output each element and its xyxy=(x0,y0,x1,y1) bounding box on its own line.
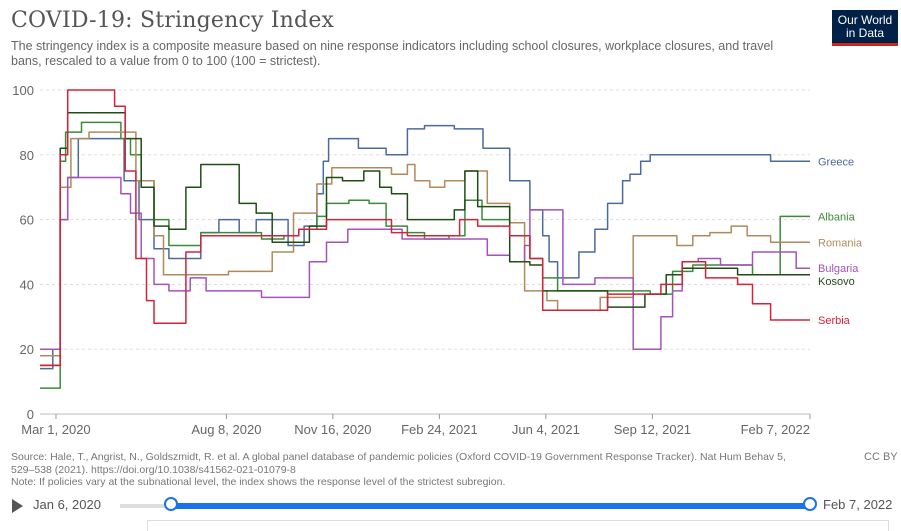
y-tick-label: 100 xyxy=(12,83,34,98)
chart-title: COVID-19: Stringency Index xyxy=(11,8,335,33)
policy-note: Note: If policies vary at the subnationa… xyxy=(11,476,506,488)
chart-subtitle: The stringency index is a composite meas… xyxy=(11,39,774,68)
x-tick-label: Aug 8, 2020 xyxy=(191,422,261,437)
x-tick-label: Nov 16, 2020 xyxy=(294,422,371,437)
x-tick-label: Feb 24, 2021 xyxy=(401,422,478,437)
x-tick-label: Jun 4, 2021 xyxy=(512,422,580,437)
series-line-serbia xyxy=(40,89,810,367)
timeline-slider[interactable]: Jan 6, 2020 Feb 7, 2022 xyxy=(0,490,901,524)
legend-label-serbia: Serbia xyxy=(818,315,851,327)
chart-footer: Source: Hale, T., Angrist, N., Goldszmid… xyxy=(11,451,811,489)
x-tick-label: Feb 7, 2022 xyxy=(741,422,810,437)
series-line-romania xyxy=(40,131,810,357)
y-tick-label: 80 xyxy=(20,148,34,163)
license-link[interactable]: CC BY xyxy=(864,451,898,463)
series-line-albania xyxy=(40,121,810,389)
legend-label-bulgaria: Bulgaria xyxy=(818,263,859,275)
legend-label-romania: Romania xyxy=(818,237,863,249)
y-tick-label: 20 xyxy=(20,342,34,357)
series-line-greece xyxy=(40,124,810,370)
x-tick-label: Sep 12, 2021 xyxy=(614,422,691,437)
source-note: Source: Hale, T., Angrist, N., Goldszmid… xyxy=(11,451,786,476)
logo-line-2: in Data xyxy=(845,26,885,40)
timeline-selected-range xyxy=(171,503,810,509)
series-line-kosovo xyxy=(40,111,810,367)
line-chart[interactable]: 0 20 40 60 80 100 Mar 1, 2020 Aug 8, 2020 Nov 16… xyxy=(0,78,901,444)
timeline-start-label: Jan 6, 2020 xyxy=(33,497,101,512)
y-tick-label: 40 xyxy=(20,277,34,292)
play-icon[interactable] xyxy=(12,499,23,513)
y-tick-label: 60 xyxy=(20,213,34,228)
owid-logo[interactable]: Our World in Data xyxy=(832,10,898,46)
legend-label-greece: Greece xyxy=(818,156,854,168)
timeline-end-handle[interactable] xyxy=(803,497,817,511)
y-tick-label: 0 xyxy=(27,407,34,422)
logo-line-1: Our World xyxy=(837,13,893,27)
tab-bar xyxy=(147,520,889,531)
legend-label-kosovo: Kosovo xyxy=(818,276,855,288)
timeline-start-handle[interactable] xyxy=(164,497,179,511)
series-line-bulgaria xyxy=(40,176,810,350)
timeline-end-label: Feb 7, 2022 xyxy=(823,497,893,512)
legend-label-albania: Albania xyxy=(818,211,856,223)
x-tick-label: Mar 1, 2020 xyxy=(21,422,90,437)
